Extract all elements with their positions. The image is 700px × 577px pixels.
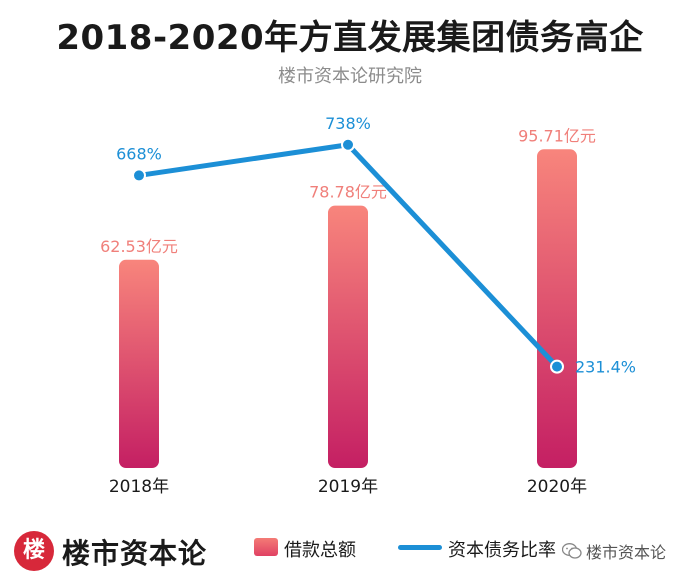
line-label-2: 231.4%	[575, 358, 636, 377]
line-point-1	[341, 137, 355, 152]
legend-bar-swatch	[254, 538, 278, 556]
bar-0	[119, 259, 159, 468]
line-label-0: 668%	[116, 144, 162, 163]
wechat-icon	[562, 543, 582, 559]
chart-subtitle: 楼市资本论研究院	[278, 66, 422, 87]
x-tick-2: 2020年	[527, 477, 587, 497]
logo-text: 楼市资本论	[62, 537, 208, 570]
bar-1	[328, 205, 368, 468]
bar-label-1: 78.78亿元	[309, 183, 387, 202]
line-label-1: 738%	[325, 114, 371, 133]
chart-title: 2018-2020年方直发展集团债务高企	[56, 18, 644, 58]
line-point-2	[550, 359, 564, 374]
legend-line-swatch	[398, 545, 442, 550]
bar-label-0: 62.53亿元	[100, 237, 178, 256]
legend-line-label: 资本债务比率	[448, 540, 556, 561]
x-tick-0: 2018年	[109, 477, 169, 497]
bar-2	[537, 149, 577, 468]
legend-bar-label: 借款总额	[284, 540, 356, 561]
wechat-account-name: 楼市资本论	[586, 543, 667, 562]
x-tick-1: 2019年	[318, 477, 378, 497]
bar-label-2: 95.71亿元	[518, 126, 596, 145]
footer: 楼 楼市资本论 借款总额 资本债务比率 楼市资本论	[0, 523, 700, 577]
logo-badge: 楼	[14, 531, 54, 571]
line-point-0	[132, 168, 146, 183]
chart-canvas: 62.53亿元 78.78亿元 95.71亿元 668% 738% 231.4% 201…	[100, 114, 636, 497]
